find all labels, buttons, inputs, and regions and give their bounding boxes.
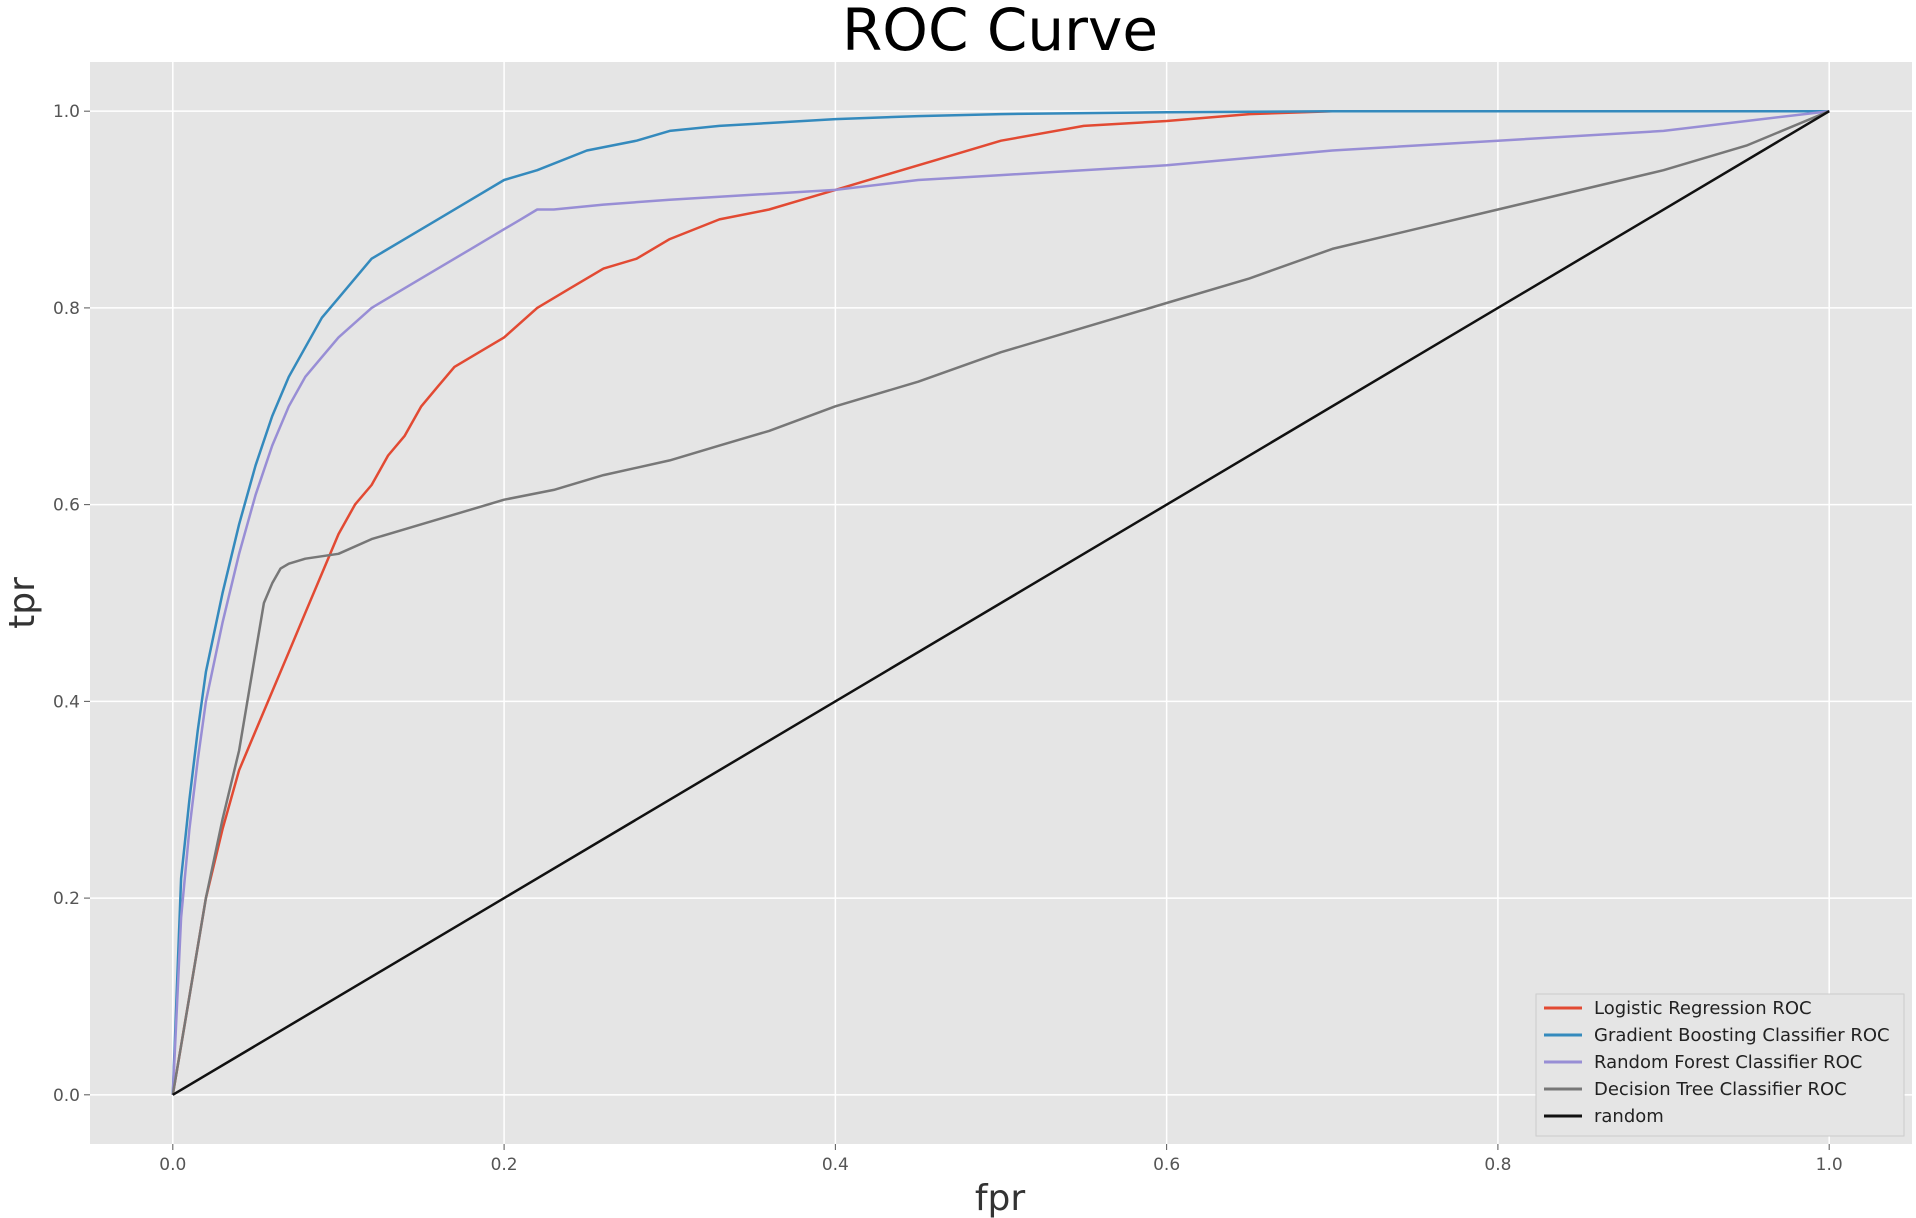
y-tick-label: 0.4 (53, 692, 80, 712)
x-tick-label: 1.0 (1816, 1155, 1843, 1175)
series-lines (171, 109, 1830, 1096)
chart-title: ROC Curve (842, 0, 1158, 64)
series-line-gradient-boosting-classifier-roc (171, 109, 1830, 1095)
x-tick-label: 0.6 (1153, 1155, 1180, 1175)
legend-label-logistic-regression-roc: Logistic Regression ROC (1594, 998, 1812, 1019)
x-axis-ticks: 0.0 0.2 0.4 0.6 0.8 1.0 (159, 1144, 1843, 1175)
x-tick-label: 0.8 (1484, 1155, 1511, 1175)
y-tick-label: 0.8 (53, 299, 80, 319)
legend: Logistic Regression ROC Gradient Boosting… (1535, 993, 1905, 1137)
x-axis-label: fpr (975, 1178, 1026, 1218)
y-tick-label: 1.0 (53, 102, 80, 122)
y-axis-label: tpr (2, 577, 43, 629)
y-tick-label: 0.0 (53, 1086, 80, 1106)
legend-box (1535, 993, 1905, 1137)
series-line-random (172, 110, 1830, 1096)
y-tick-label: 0.2 (53, 889, 80, 909)
series-line-logistic-regression-roc (171, 109, 1830, 1096)
legend-label-random-forest-classifier-roc: Random Forest Classifier ROC (1594, 1052, 1862, 1073)
series-line-random-forest-classifier-roc (171, 109, 1830, 1095)
series-line-decision-tree-classifier-roc (171, 110, 1830, 1096)
legend-label-random: random (1594, 1106, 1664, 1127)
y-axis-ticks: 0.0 0.2 0.4 0.6 0.8 1.0 (53, 102, 90, 1106)
x-tick-label: 0.4 (822, 1155, 849, 1175)
x-tick-label: 0.0 (159, 1155, 186, 1175)
y-tick-label: 0.6 (53, 496, 80, 516)
x-tick-label: 0.2 (491, 1155, 518, 1175)
legend-label-decision-tree-classifier-roc: Decision Tree Classifier ROC (1594, 1079, 1847, 1100)
legend-label-gradient-boosting-classifier-roc: Gradient Boosting Classifier ROC (1594, 1025, 1890, 1046)
